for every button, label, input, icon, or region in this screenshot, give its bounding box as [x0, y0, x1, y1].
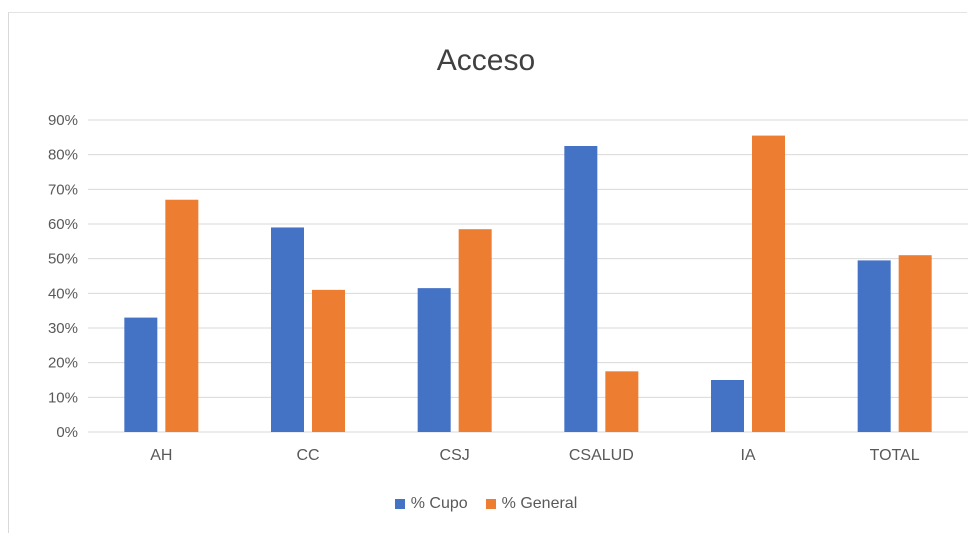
y-tick-label: 50% [48, 251, 78, 268]
legend-swatch-general [485, 499, 496, 509]
y-tick-label: 40% [48, 285, 78, 302]
legend: % Cupo % General [0, 495, 972, 513]
bar-cupo [417, 288, 451, 432]
bar-cupo [271, 227, 304, 432]
y-tick-label: 80% [48, 147, 78, 164]
legend-label-general: % General [501, 495, 578, 512]
x-tick-label: IA [740, 447, 755, 464]
y-tick-label: 0% [56, 424, 78, 441]
legend-item-cupo: % Cupo [394, 495, 468, 513]
x-tick-label: TOTAL [870, 447, 920, 464]
bar-cupo [124, 317, 158, 432]
x-tick-label: CSJ [440, 447, 470, 464]
y-tick-label: 60% [48, 216, 78, 233]
y-tick-label: 70% [48, 181, 78, 198]
y-tick-label: 20% [48, 355, 78, 372]
legend-item-general: % General [485, 495, 578, 513]
bar-cupo [711, 380, 744, 432]
bar-general [312, 289, 345, 432]
bar-cupo [857, 260, 891, 432]
legend-label-cupo: % Cupo [410, 495, 468, 512]
x-tick-label: AH [150, 447, 172, 464]
y-tick-label: 90% [48, 112, 78, 129]
y-tick-label: 10% [48, 389, 78, 406]
x-tick-label: CC [296, 447, 319, 464]
legend-swatch-cupo [394, 499, 405, 509]
bar-general [458, 229, 492, 432]
x-tick-label: CSALUD [569, 447, 634, 464]
bar-cupo [564, 146, 598, 432]
bar-general [165, 199, 199, 432]
bar-general [898, 255, 932, 432]
chart-title: Acceso [436, 44, 536, 77]
bar-general [605, 371, 639, 432]
bar-general [752, 135, 785, 432]
y-tick-label: 30% [48, 320, 78, 337]
